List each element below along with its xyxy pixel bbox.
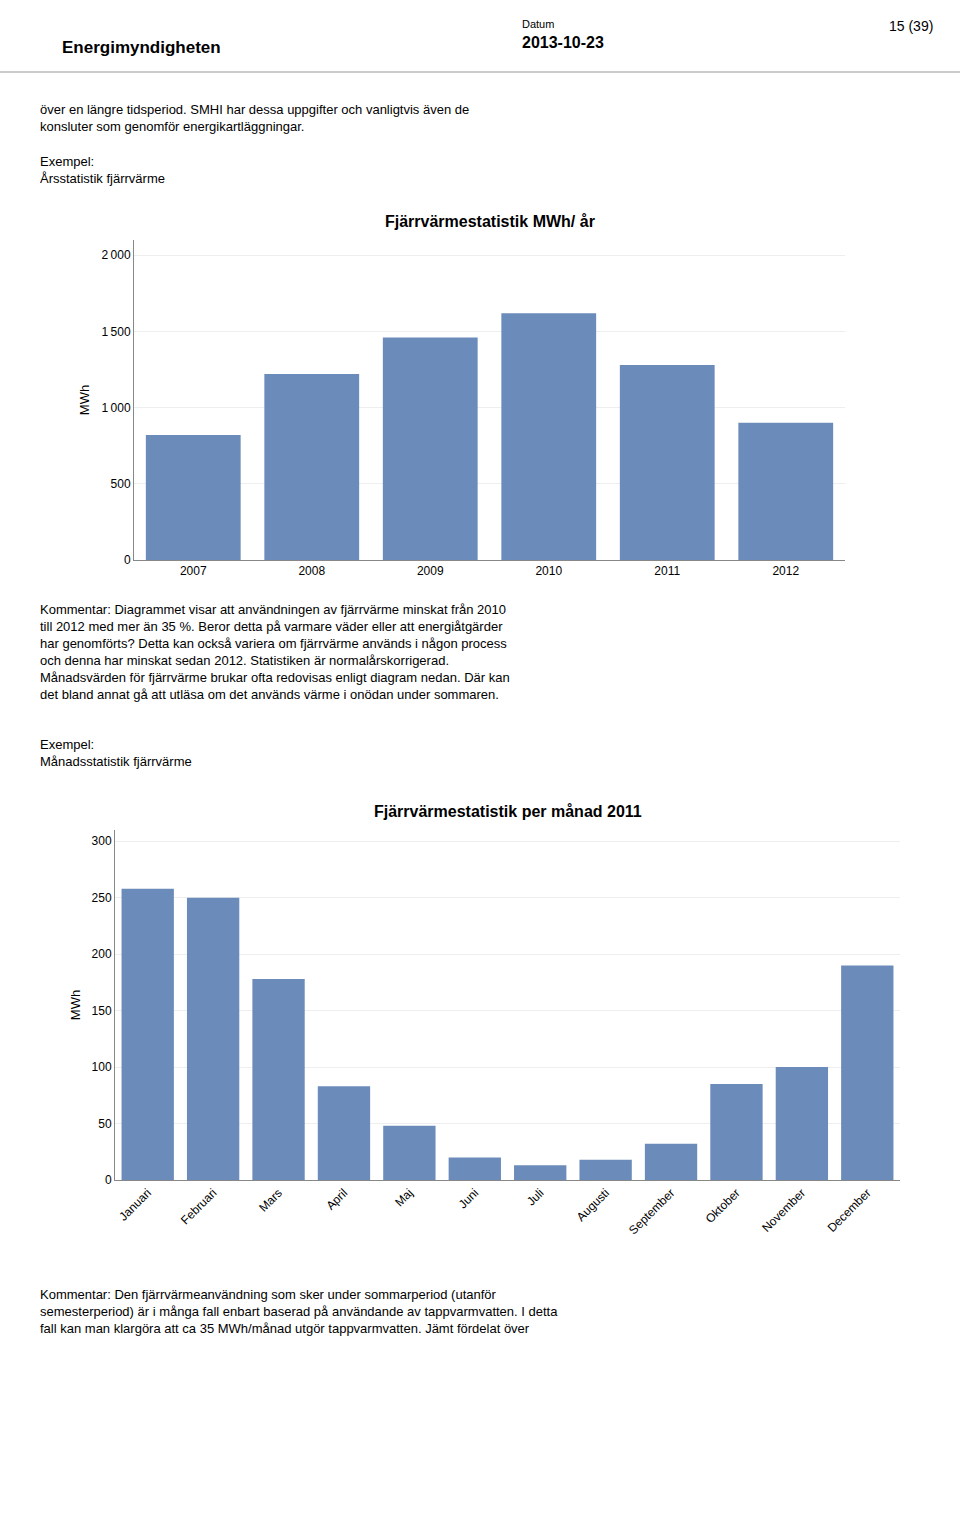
svg-text:Maj: Maj — [392, 1186, 416, 1210]
svg-text:Fjärrvärmestatistik MWh/ år: Fjärrvärmestatistik MWh/ år — [385, 213, 595, 230]
svg-text:Juli: Juli — [524, 1186, 547, 1209]
svg-text:1 500: 1 500 — [101, 325, 130, 339]
svg-text:över en längre tidsperiod. SMH: över en längre tidsperiod. SMHI har dess… — [40, 102, 469, 134]
svg-text:2010: 2010 — [535, 564, 562, 578]
svg-text:500: 500 — [111, 477, 131, 491]
svg-text:200: 200 — [92, 947, 112, 961]
svg-text:Fjärrvärmestatistik per månad: Fjärrvärmestatistik per månad 2011 — [374, 803, 642, 820]
svg-text:Juni: Juni — [456, 1186, 481, 1211]
svg-text:0: 0 — [105, 1173, 112, 1187]
svg-text:Oktober: Oktober — [703, 1186, 743, 1226]
svg-text:2011: 2011 — [654, 564, 680, 578]
svg-text:300: 300 — [92, 834, 112, 848]
svg-text:2013-10-23: 2013-10-23 — [522, 34, 604, 51]
svg-text:100: 100 — [92, 1060, 112, 1074]
svg-text:250: 250 — [92, 891, 112, 905]
svg-text:50: 50 — [98, 1117, 112, 1131]
svg-text:2008: 2008 — [298, 564, 325, 578]
svg-text:September: September — [626, 1186, 677, 1237]
svg-text:2009: 2009 — [417, 564, 444, 578]
svg-text:Mars: Mars — [256, 1186, 285, 1215]
svg-text:MWh: MWh — [77, 385, 92, 415]
svg-text:Datum: Datum — [522, 18, 554, 30]
svg-text:2007: 2007 — [180, 564, 207, 578]
svg-text:2 000: 2 000 — [101, 248, 130, 262]
svg-text:15 (39): 15 (39) — [889, 18, 933, 34]
svg-text:Exempel:Årsstatistik fjärrvärm: Exempel:Årsstatistik fjärrvärme — [40, 154, 165, 186]
svg-text:1 000: 1 000 — [101, 401, 130, 415]
svg-text:Kommentar: Den fjärrvärmeanvän: Kommentar: Den fjärrvärmeanvändning som … — [40, 1287, 558, 1336]
svg-text:Januari: Januari — [116, 1186, 154, 1224]
svg-text:Exempel:Månadsstatistik fjärrv: Exempel:Månadsstatistik fjärrvärme — [40, 737, 192, 769]
svg-text:Energimyndigheten: Energimyndigheten — [62, 38, 221, 57]
svg-text:Augusti: Augusti — [574, 1186, 612, 1224]
svg-text:0: 0 — [124, 553, 131, 567]
svg-text:MWh: MWh — [68, 990, 83, 1020]
svg-text:December: December — [825, 1186, 874, 1235]
svg-text:April: April — [323, 1186, 350, 1213]
svg-text:Februari: Februari — [178, 1186, 219, 1227]
svg-text:2012: 2012 — [772, 564, 799, 578]
svg-text:November: November — [759, 1186, 808, 1235]
svg-text:150: 150 — [92, 1004, 112, 1018]
svg-text:Kommentar: Diagrammet visar at: Kommentar: Diagrammet visar att användni… — [40, 602, 510, 702]
